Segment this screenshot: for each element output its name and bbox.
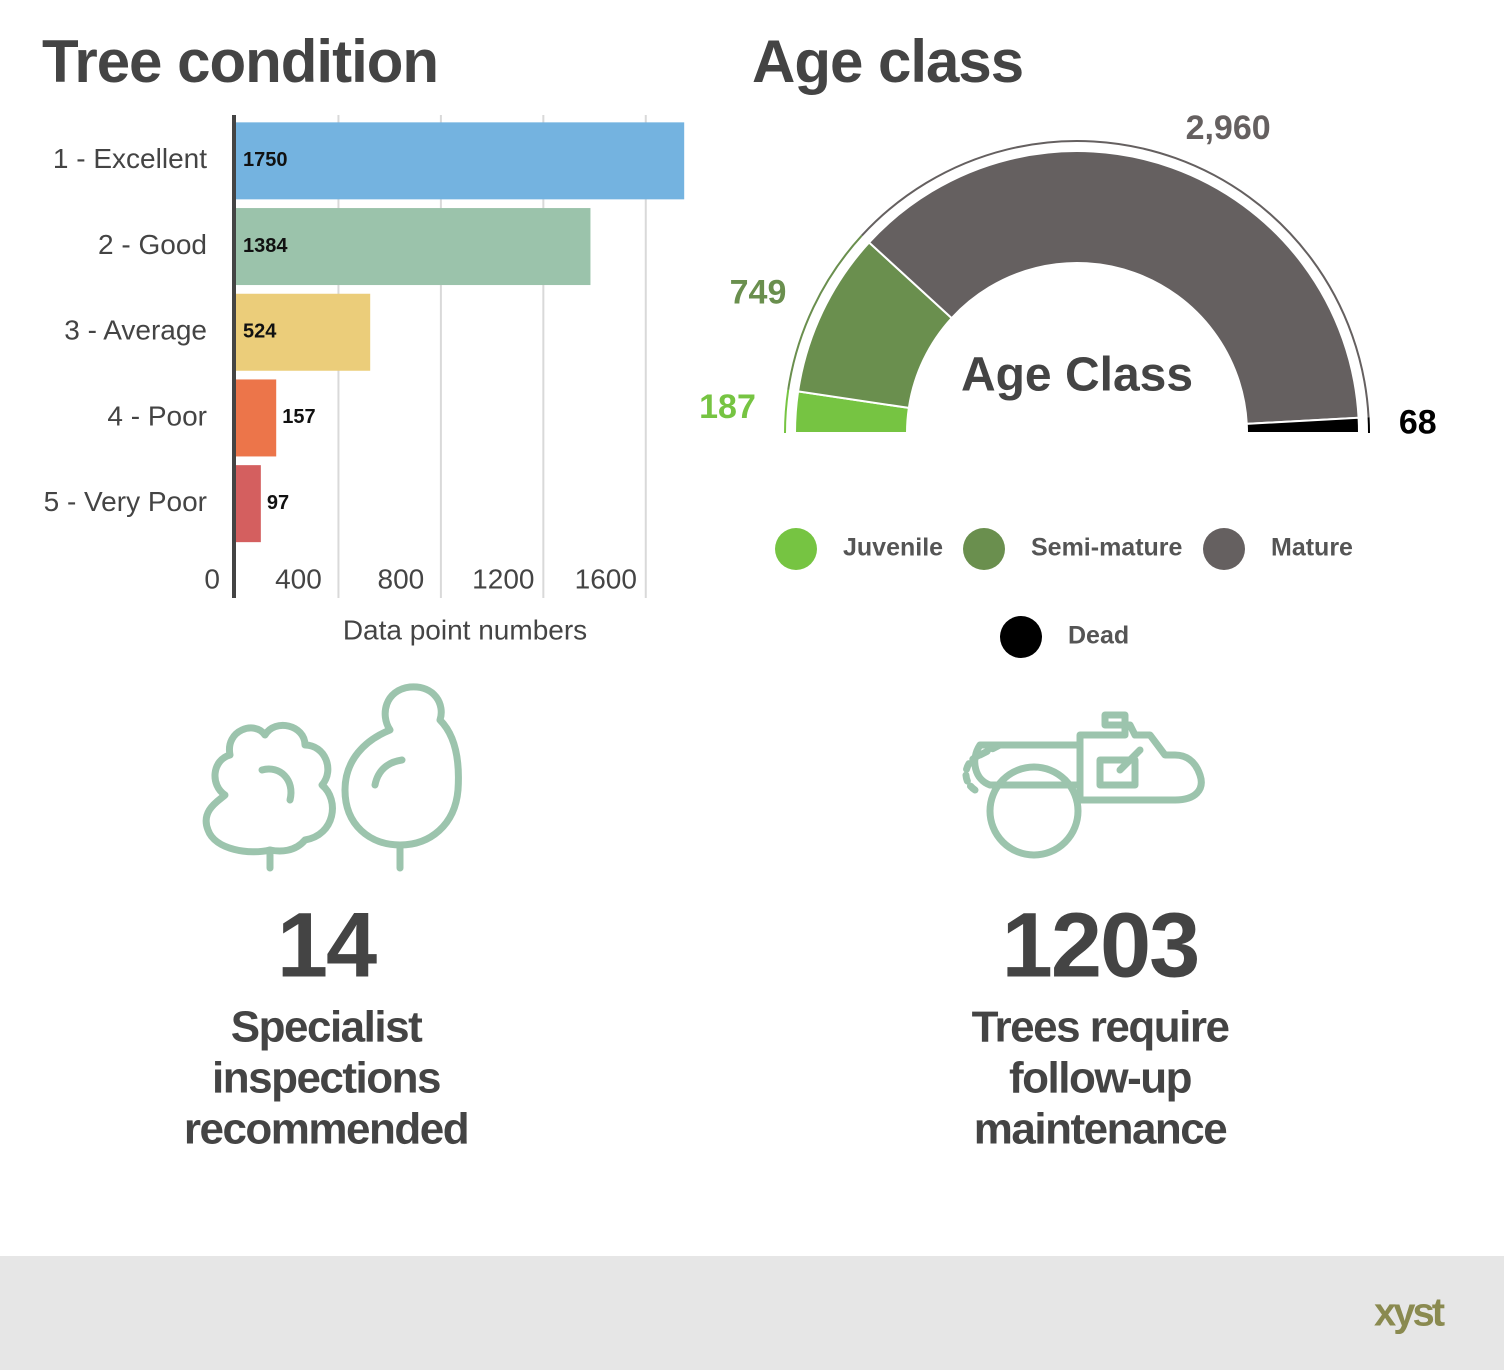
leader-bracket [784, 389, 790, 434]
x-tick-label: 0 [204, 563, 220, 594]
logo: xyst [1374, 1291, 1445, 1335]
stat-caption: Trees require [972, 1003, 1229, 1052]
legend-label: Juvenile [843, 534, 943, 562]
value-label: 187 [699, 388, 756, 426]
stat-caption: maintenance [974, 1105, 1227, 1154]
chart-title: Age class [752, 28, 1023, 95]
y-tick-label: 4 - Poor [107, 400, 207, 431]
stat-caption: Specialist [231, 1003, 423, 1052]
legend-marker [963, 528, 1005, 570]
legend-marker [1203, 528, 1245, 570]
x-axis-label: Data point numbers [343, 614, 587, 645]
center-label: Age Class [961, 349, 1193, 402]
value-label: 524 [243, 321, 277, 343]
y-tick-label: 5 - Very Poor [44, 486, 207, 517]
bar [236, 208, 591, 286]
value-label: 157 [282, 406, 315, 428]
x-tick-label: 400 [275, 563, 322, 594]
x-tick-label: 1200 [472, 563, 534, 594]
stat-caption: follow-up [1009, 1054, 1192, 1103]
legend-marker [775, 528, 817, 570]
stat-caption: inspections [212, 1054, 440, 1103]
stat-caption: recommended [184, 1105, 468, 1154]
leader-bracket [860, 140, 1370, 418]
bar [236, 379, 277, 457]
legend-label: Mature [1271, 534, 1353, 562]
value-label: 1750 [243, 149, 288, 171]
legend-label: Semi-mature [1031, 534, 1183, 562]
segment [867, 150, 1360, 425]
leader-bracket [787, 235, 863, 391]
value-label: 749 [730, 273, 787, 311]
stat-value: 1203 [1002, 894, 1199, 996]
chart-title: Tree condition [42, 28, 438, 95]
segment [1245, 416, 1361, 434]
chainsaw-icon [962, 711, 1205, 859]
footer [0, 1256, 1504, 1370]
trees-icon [202, 683, 462, 872]
value-label: 97 [267, 492, 289, 514]
value-label: 1384 [243, 235, 288, 257]
bar [236, 465, 261, 543]
legend-label: Dead [1068, 622, 1129, 650]
y-tick-label: 1 - Excellent [53, 143, 207, 174]
y-tick-label: 3 - Average [64, 315, 207, 346]
value-label: 68 [1399, 403, 1437, 441]
x-tick-label: 800 [378, 563, 425, 594]
stat-value: 14 [277, 894, 377, 996]
value-label: 2,960 [1186, 109, 1271, 147]
x-tick-label: 1600 [575, 563, 637, 594]
bar [236, 293, 371, 371]
bar [236, 122, 685, 200]
y-tick-label: 2 - Good [98, 229, 207, 260]
legend-marker [1000, 616, 1042, 658]
